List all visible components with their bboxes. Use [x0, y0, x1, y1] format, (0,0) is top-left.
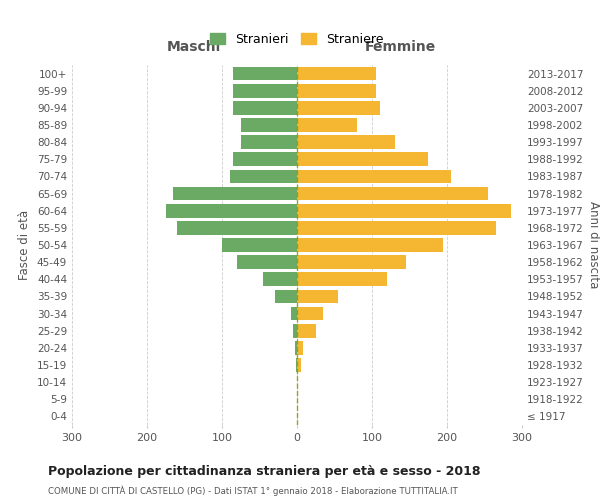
Bar [297, 358, 301, 372]
Legend: Stranieri, Straniere: Stranieri, Straniere [205, 28, 389, 51]
Bar [222, 238, 297, 252]
Bar [297, 66, 376, 80]
Bar [297, 186, 488, 200]
Bar [241, 136, 297, 149]
Bar [291, 306, 297, 320]
Bar [166, 204, 297, 218]
Bar [295, 341, 297, 354]
Bar [297, 341, 303, 354]
Text: Maschi: Maschi [166, 40, 221, 54]
Bar [229, 170, 297, 183]
Bar [237, 256, 297, 269]
Bar [297, 204, 511, 218]
Bar [233, 66, 297, 80]
Bar [297, 324, 316, 338]
Y-axis label: Anni di nascita: Anni di nascita [587, 202, 600, 288]
Bar [297, 170, 451, 183]
Bar [233, 152, 297, 166]
Text: Femmine: Femmine [365, 40, 436, 54]
Bar [241, 118, 297, 132]
Bar [293, 324, 297, 338]
Bar [296, 358, 297, 372]
Text: Popolazione per cittadinanza straniera per età e sesso - 2018: Popolazione per cittadinanza straniera p… [48, 465, 481, 478]
Bar [233, 84, 297, 98]
Bar [297, 306, 323, 320]
Bar [297, 272, 387, 286]
Bar [297, 152, 428, 166]
Bar [173, 186, 297, 200]
Bar [177, 221, 297, 234]
Text: COMUNE DI CITTÀ DI CASTELLO (PG) - Dati ISTAT 1° gennaio 2018 - Elaborazione TUT: COMUNE DI CITTÀ DI CASTELLO (PG) - Dati … [48, 485, 458, 496]
Bar [297, 84, 376, 98]
Bar [275, 290, 297, 304]
Bar [297, 136, 395, 149]
Bar [297, 238, 443, 252]
Bar [297, 256, 406, 269]
Y-axis label: Fasce di età: Fasce di età [19, 210, 31, 280]
Bar [233, 101, 297, 114]
Bar [263, 272, 297, 286]
Bar [297, 290, 338, 304]
Bar [297, 118, 357, 132]
Bar [297, 101, 380, 114]
Bar [297, 221, 496, 234]
